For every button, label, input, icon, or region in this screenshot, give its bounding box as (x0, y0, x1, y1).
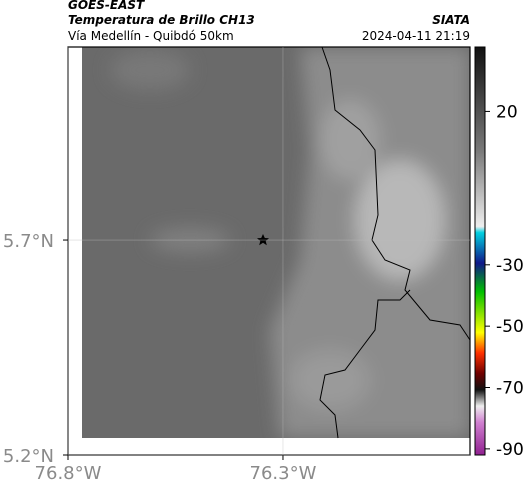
satellite-image (82, 46, 471, 439)
satellite: GOES-EAST (68, 0, 145, 12)
location-star (257, 234, 269, 246)
org: SIATA (432, 13, 470, 27)
colorbar-tick-label: -70 (496, 379, 524, 399)
x-tick-label: 76.8°W (35, 463, 102, 484)
x-tick-label: 76.3°W (250, 463, 317, 484)
y-tick-label: 5.2°N (3, 446, 54, 467)
product: Temperatura de Brillo CH13 (68, 13, 255, 27)
datetime: 2024-04-11 21:19 (362, 29, 470, 43)
route: Vía Medellín - Quibdó 50km (68, 29, 234, 43)
colorbar-tick-label: -30 (496, 256, 524, 276)
colorbar-tick-label: -90 (496, 440, 524, 460)
colorbar-tick-label: 20 (496, 102, 518, 122)
y-tick-label: 5.7°N (3, 231, 54, 252)
colorbar (474, 46, 486, 456)
colorbar-tick-label: -50 (496, 317, 524, 337)
